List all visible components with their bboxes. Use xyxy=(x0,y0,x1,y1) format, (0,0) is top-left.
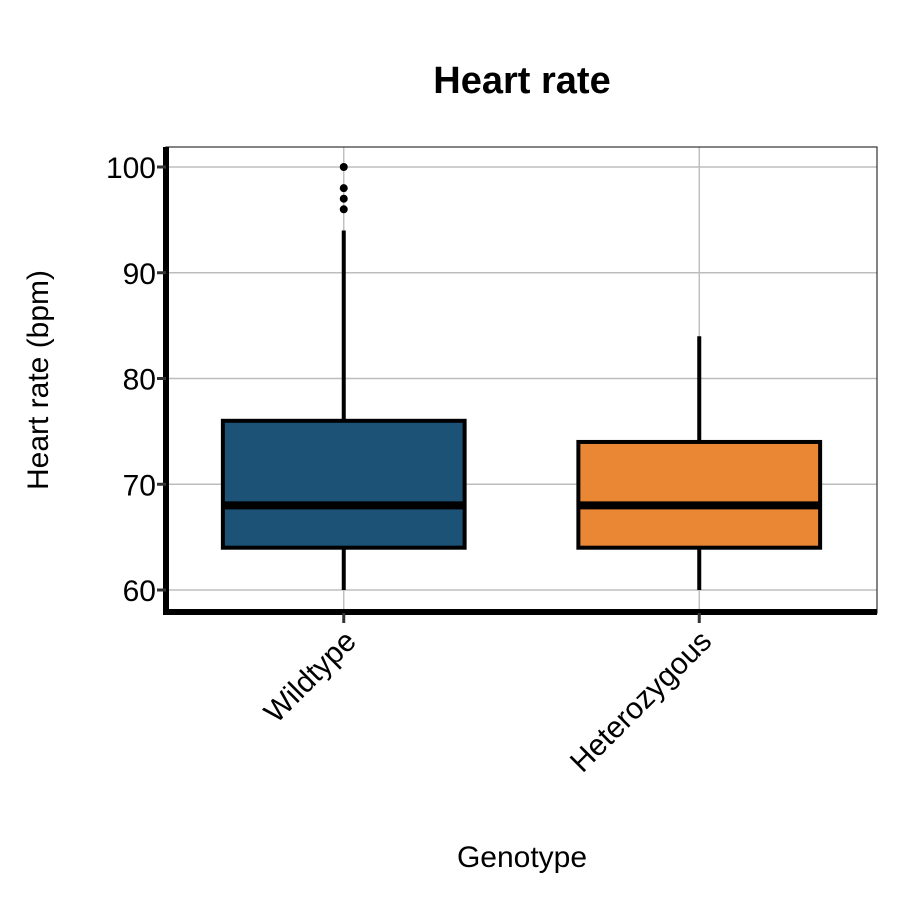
x-tick-label: Heterozygous xyxy=(564,625,718,779)
y-axis-title: Heart rate (bpm) xyxy=(22,270,55,490)
box-heterozygous xyxy=(576,336,823,590)
y-tick-label: 70 xyxy=(123,469,156,502)
outlier-point xyxy=(339,163,348,171)
outlier-point xyxy=(339,205,348,214)
x-axis-ticks: Wildtype Heterozygous xyxy=(258,613,718,779)
x-axis-title: Genotype xyxy=(457,841,587,874)
y-tick-label: 80 xyxy=(123,364,156,397)
y-axis-ticks: 60 70 80 90 100 xyxy=(106,152,166,608)
outlier-point xyxy=(339,184,348,193)
y-tick-label: 60 xyxy=(123,575,156,608)
boxes xyxy=(220,163,823,590)
x-tick-label: Wildtype xyxy=(258,625,363,730)
outlier-point xyxy=(339,194,348,203)
box-body xyxy=(220,418,467,550)
y-tick-label: 90 xyxy=(123,258,156,291)
box-body xyxy=(576,439,823,550)
box-wildtype xyxy=(220,163,467,590)
chart-title: Heart rate xyxy=(433,60,610,102)
y-tick-label: 100 xyxy=(106,152,156,185)
